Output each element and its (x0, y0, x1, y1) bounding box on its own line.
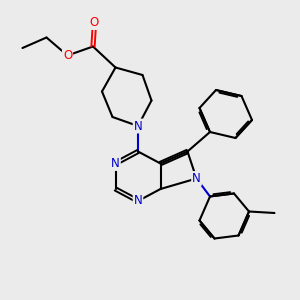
Text: O: O (90, 16, 99, 29)
Text: O: O (63, 49, 72, 62)
Text: N: N (134, 119, 142, 133)
Text: N: N (134, 194, 142, 208)
Text: N: N (192, 172, 201, 185)
Text: N: N (111, 157, 120, 170)
